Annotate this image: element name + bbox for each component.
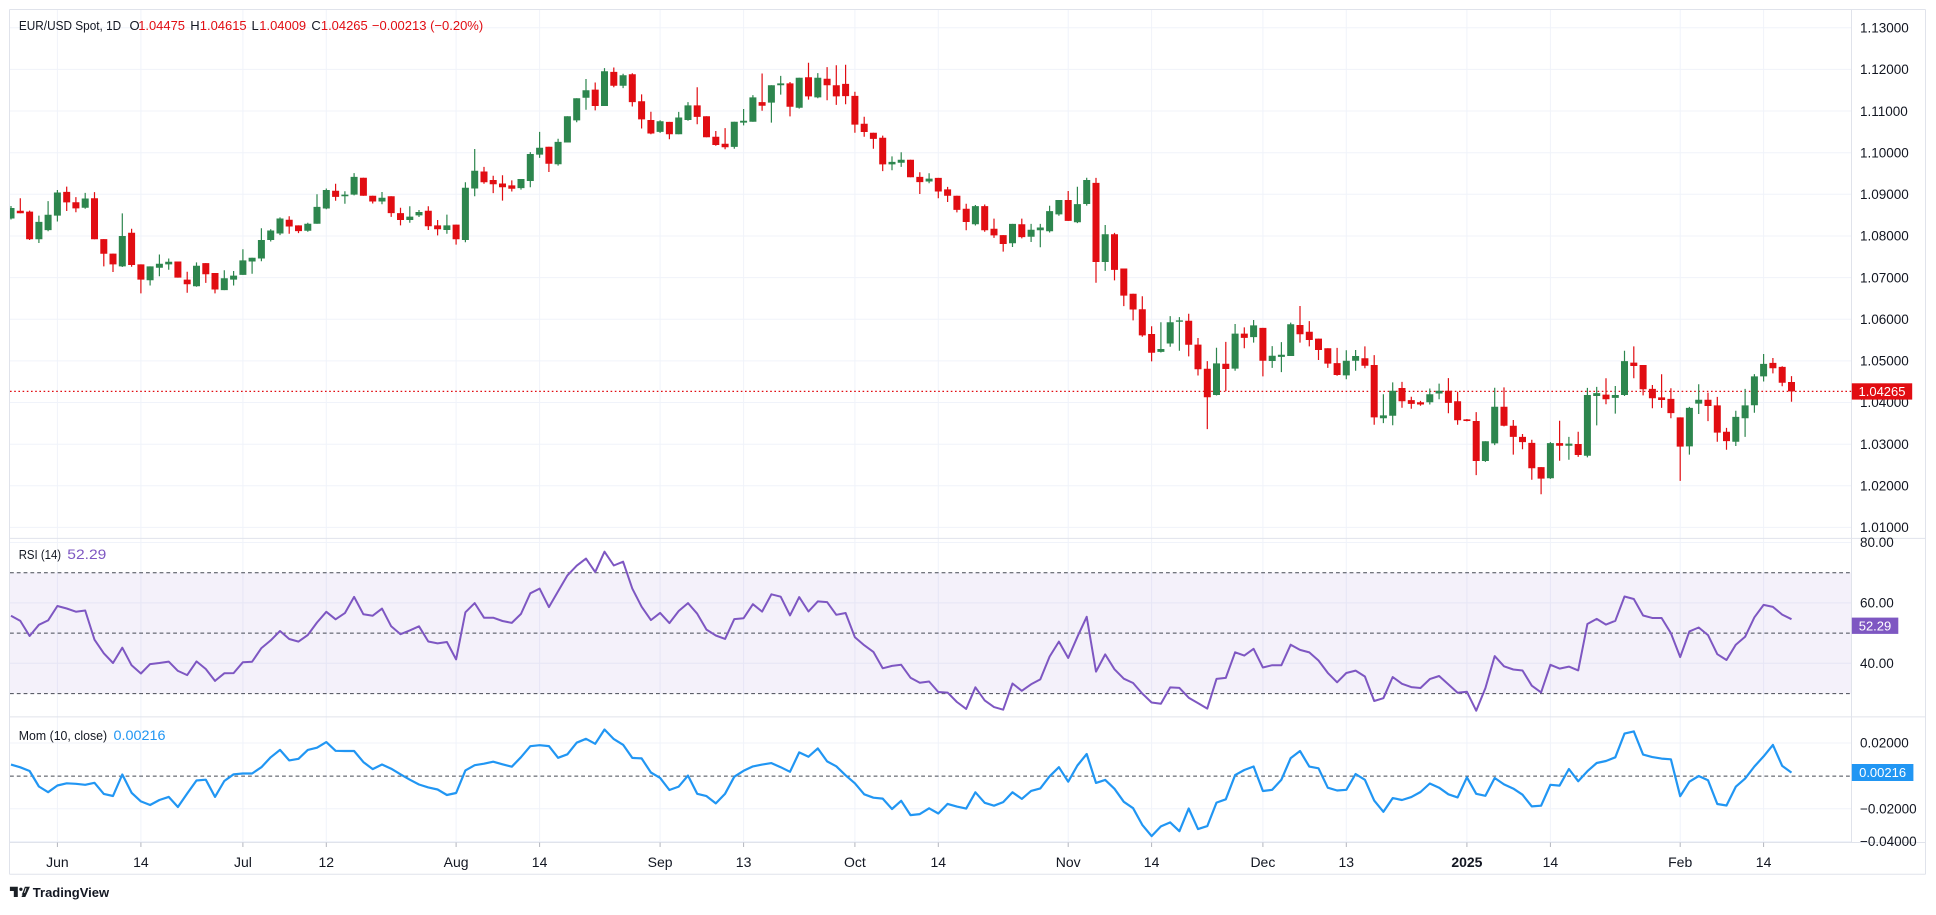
svg-text:1.12000: 1.12000 bbox=[1860, 62, 1909, 77]
svg-text:L: L bbox=[252, 18, 259, 33]
svg-text:Dec: Dec bbox=[1250, 854, 1275, 870]
svg-text:1.04475: 1.04475 bbox=[138, 18, 185, 33]
svg-text:13: 13 bbox=[736, 854, 752, 870]
svg-text:Jun: Jun bbox=[46, 854, 69, 870]
svg-text:1.07000: 1.07000 bbox=[1860, 270, 1909, 285]
svg-text:1.03000: 1.03000 bbox=[1860, 437, 1909, 452]
svg-text:1.02000: 1.02000 bbox=[1860, 479, 1909, 494]
svg-text:Feb: Feb bbox=[1668, 854, 1692, 870]
svg-text:1.04265: 1.04265 bbox=[321, 18, 368, 33]
svg-text:1.13000: 1.13000 bbox=[1860, 21, 1909, 36]
svg-text:12: 12 bbox=[319, 854, 335, 870]
svg-text:0.02000: 0.02000 bbox=[1860, 736, 1909, 751]
svg-text:1.11000: 1.11000 bbox=[1860, 104, 1908, 119]
svg-text:C: C bbox=[311, 18, 320, 33]
svg-text:1.04265: 1.04265 bbox=[1859, 384, 1906, 399]
svg-text:−0.00213 (−0.20%): −0.00213 (−0.20%) bbox=[372, 18, 483, 33]
svg-text:1.04615: 1.04615 bbox=[200, 18, 247, 33]
svg-text:14: 14 bbox=[931, 854, 947, 870]
svg-text:1.08000: 1.08000 bbox=[1860, 229, 1909, 244]
svg-text:−0.04000: −0.04000 bbox=[1860, 834, 1917, 849]
svg-text:Jul: Jul bbox=[234, 854, 252, 870]
svg-text:1.01000: 1.01000 bbox=[1860, 520, 1909, 535]
svg-text:Nov: Nov bbox=[1056, 854, 1081, 870]
svg-text:0.00216: 0.00216 bbox=[114, 727, 166, 743]
svg-text:14: 14 bbox=[1756, 854, 1772, 870]
svg-text:1.05000: 1.05000 bbox=[1860, 354, 1909, 369]
svg-text:14: 14 bbox=[1543, 854, 1559, 870]
svg-text:−0.02000: −0.02000 bbox=[1860, 801, 1917, 816]
svg-text:80.00: 80.00 bbox=[1860, 535, 1894, 550]
svg-text:Aug: Aug bbox=[444, 854, 469, 870]
svg-text:40.00: 40.00 bbox=[1860, 656, 1894, 671]
svg-text:14: 14 bbox=[532, 854, 548, 870]
svg-text:O: O bbox=[130, 18, 140, 33]
svg-text:TradingView: TradingView bbox=[33, 885, 110, 900]
svg-text:52.29: 52.29 bbox=[67, 546, 106, 562]
svg-text:60.00: 60.00 bbox=[1860, 596, 1894, 611]
svg-text:Mom (10, close): Mom (10, close) bbox=[19, 728, 107, 743]
svg-text:52.29: 52.29 bbox=[1859, 618, 1892, 633]
svg-text:1.09000: 1.09000 bbox=[1860, 187, 1909, 202]
svg-text:Oct: Oct bbox=[844, 854, 866, 870]
svg-text:1.04009: 1.04009 bbox=[259, 18, 306, 33]
svg-text:14: 14 bbox=[133, 854, 149, 870]
svg-text:Sep: Sep bbox=[648, 854, 673, 870]
svg-text:1.10000: 1.10000 bbox=[1860, 145, 1909, 160]
svg-text:1.06000: 1.06000 bbox=[1860, 312, 1909, 327]
svg-text:EUR/USD Spot, 1D: EUR/USD Spot, 1D bbox=[19, 18, 121, 33]
svg-text:H: H bbox=[190, 18, 199, 33]
svg-text:0.00216: 0.00216 bbox=[1859, 765, 1906, 780]
svg-text:13: 13 bbox=[1339, 854, 1355, 870]
svg-text:2025: 2025 bbox=[1451, 854, 1482, 870]
svg-text:14: 14 bbox=[1144, 854, 1160, 870]
svg-text:RSI (14): RSI (14) bbox=[19, 547, 61, 562]
